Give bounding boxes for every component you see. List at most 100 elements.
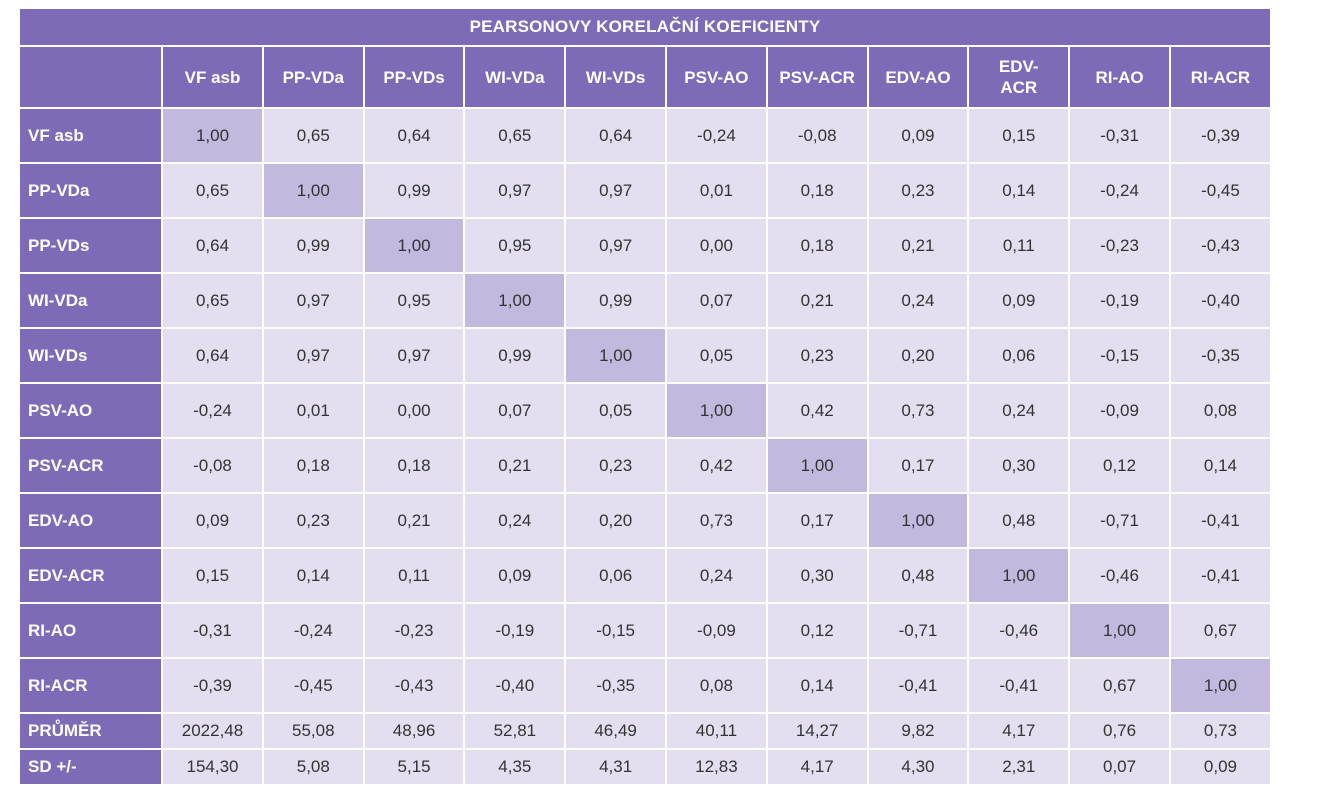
table-cell: -0,24 <box>263 604 365 659</box>
row-header: PP-VDa <box>20 164 164 219</box>
table-cell: -0,41 <box>1170 494 1272 549</box>
table-cell: 0,09 <box>465 549 567 604</box>
table-cell: 0,12 <box>1070 439 1171 494</box>
correlation-table: PEARSONOVY KORELAČNÍ KOEFICIENTY VF asb P… <box>20 9 1272 786</box>
table-cell: 0,24 <box>969 384 1071 439</box>
table-cell: -0,31 <box>163 604 264 659</box>
table-cell: -0,31 <box>1070 109 1171 164</box>
summary-row: PRŮMĚR 2022,48 55,08 48,96 52,81 46,49 40,11 14… <box>20 714 1272 750</box>
column-header: WI-VDs <box>566 47 668 109</box>
summary-cell: 55,08 <box>263 714 365 750</box>
table-cell: 0,65 <box>263 109 365 164</box>
table-cell: 0,18 <box>767 164 869 219</box>
table-cell: 0,20 <box>566 494 668 549</box>
table-cell: 0,15 <box>969 109 1071 164</box>
diagonal-cell: 1,00 <box>969 549 1071 604</box>
table-cell: 0,65 <box>163 164 264 219</box>
table-cell: 0,64 <box>566 109 668 164</box>
table-cell: 0,97 <box>566 164 668 219</box>
table-cell: 0,30 <box>767 549 869 604</box>
table-row: PSV-AO -0,24 0,01 0,00 0,07 0,05 1,00 0,42 0,73 0… <box>20 384 1272 439</box>
table-cell: -0,40 <box>465 659 567 714</box>
table-cell: -0,15 <box>566 604 668 659</box>
diagonal-cell: 1,00 <box>1070 604 1171 659</box>
table-cell: 0,99 <box>263 219 365 274</box>
summary-cell: 2,31 <box>969 750 1071 786</box>
table-cell: 0,17 <box>868 439 970 494</box>
table-cell: 0,14 <box>969 164 1071 219</box>
summary-cell: 14,27 <box>767 714 869 750</box>
table-cell: 0,24 <box>465 494 567 549</box>
column-header: VF asb <box>163 47 264 109</box>
table-row: RI-ACR -0,39 -0,45 -0,43 -0,40 -0,35 0,08 0,14-… <box>20 659 1272 714</box>
table-cell: 0,08 <box>667 659 768 714</box>
summary-cell: 154,30 <box>163 750 264 786</box>
table-cell: -0,46 <box>1070 549 1171 604</box>
table-cell: 0,21 <box>364 494 466 549</box>
table-cell: -0,41 <box>868 659 970 714</box>
table-cell: 0,06 <box>566 549 668 604</box>
table-body: VF asb 1,00 0,65 0,64 0,65 0,64 -0,24 -0,08 0,09… <box>20 109 1272 786</box>
summary-cell: 4,17 <box>969 714 1071 750</box>
table-cell: -0,35 <box>566 659 668 714</box>
table-cell: 0,65 <box>163 274 264 329</box>
summary-cell: 0,73 <box>1170 714 1272 750</box>
table-cell: 0,18 <box>767 219 869 274</box>
summary-cell: 0,07 <box>1070 750 1171 786</box>
summary-cell: 0,76 <box>1070 714 1171 750</box>
table-cell: 0,99 <box>364 164 466 219</box>
table-cell: 0,00 <box>364 384 466 439</box>
table-cell: 0,09 <box>163 494 264 549</box>
table-cell: 0,14 <box>1170 439 1272 494</box>
summary-cell: 4,17 <box>767 750 869 786</box>
table-cell: -0,19 <box>465 604 567 659</box>
diagonal-cell: 1,00 <box>163 109 264 164</box>
table-cell: 0,97 <box>263 274 365 329</box>
table-cell: 0,21 <box>767 274 869 329</box>
table-cell: 0,99 <box>566 274 668 329</box>
table-cell: 0,64 <box>163 219 264 274</box>
table-cell: -0,41 <box>1170 549 1272 604</box>
table-row: PP-VDs 0,64 0,99 1,00 0,95 0,97 0,00 0,18 0,21 0,… <box>20 219 1272 274</box>
diagonal-cell: 1,00 <box>868 494 970 549</box>
table-cell: 0,64 <box>163 329 264 384</box>
summary-row-header: SD +/- <box>20 750 164 786</box>
table-cell: -0,35 <box>1170 329 1272 384</box>
table-cell: -0,19 <box>1070 274 1171 329</box>
table-cell: 0,48 <box>969 494 1071 549</box>
table-cell: 0,64 <box>364 109 466 164</box>
diagonal-cell: 1,00 <box>263 164 365 219</box>
table-cell: 0,20 <box>868 329 970 384</box>
row-header: RI-ACR <box>20 659 164 714</box>
table-cell: 0,01 <box>667 164 768 219</box>
table-cell: 0,09 <box>868 109 970 164</box>
table-cell: 0,97 <box>263 329 365 384</box>
summary-cell: 40,11 <box>667 714 768 750</box>
table-cell: 0,01 <box>263 384 365 439</box>
row-header: EDV-AO <box>20 494 164 549</box>
table-row: WI-VDs 0,64 0,97 0,97 0,99 1,00 0,05 0,23 0,20 0,… <box>20 329 1272 384</box>
table-cell: 0,05 <box>667 329 768 384</box>
summary-cell: 2022,48 <box>163 714 264 750</box>
table-row: WI-VDa 0,65 0,97 0,95 1,00 0,99 0,07 0,21 0,24 0,… <box>20 274 1272 329</box>
table-cell: -0,41 <box>969 659 1071 714</box>
table-cell: 0,99 <box>465 329 567 384</box>
row-header: WI-VDs <box>20 329 164 384</box>
summary-cell: 5,15 <box>364 750 466 786</box>
table-cell: 0,18 <box>364 439 466 494</box>
table-cell: -0,43 <box>1170 219 1272 274</box>
table-cell: 0,09 <box>969 274 1071 329</box>
summary-cell: 0,09 <box>1170 750 1272 786</box>
table-cell: 0,21 <box>465 439 567 494</box>
correlation-table-container: PEARSONOVY KORELAČNÍ KOEFICIENTY VF asb P… <box>20 9 1272 786</box>
diagonal-cell: 1,00 <box>364 219 466 274</box>
table-row: PSV-ACR -0,08 0,18 0,18 0,21 0,23 0,42 1,00 0,17… <box>20 439 1272 494</box>
table-cell: 0,30 <box>969 439 1071 494</box>
summary-row: SD +/- 154,30 5,08 5,15 4,35 4,31 12,83 4,17 4,3… <box>20 750 1272 786</box>
table-cell: 0,67 <box>1170 604 1272 659</box>
table-cell: -0,24 <box>163 384 264 439</box>
table-cell: -0,45 <box>263 659 365 714</box>
column-header: PSV-AO <box>667 47 768 109</box>
column-header: PSV-ACR <box>767 47 869 109</box>
table-cell: 0,17 <box>767 494 869 549</box>
